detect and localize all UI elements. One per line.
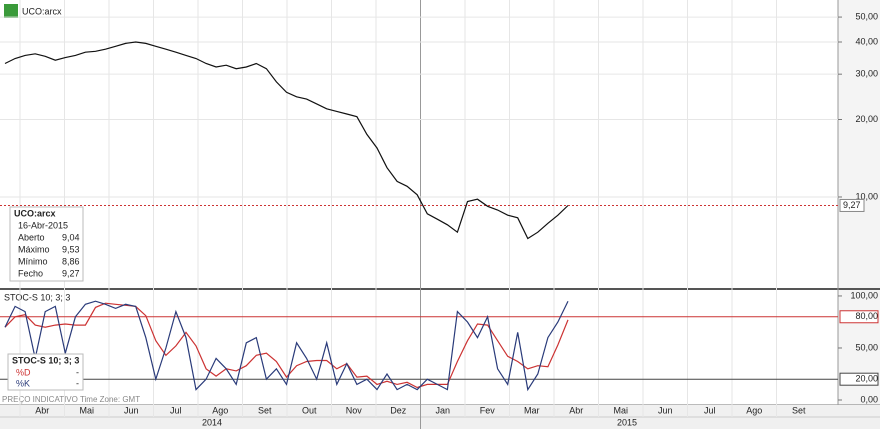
info-label: Aberto bbox=[18, 232, 45, 242]
legend-title: STOC-S 10; 3; 3 bbox=[12, 355, 79, 365]
x-tick-label: Abr bbox=[35, 405, 49, 415]
year-label: 2015 bbox=[617, 417, 637, 427]
info-value: 9,27 bbox=[62, 268, 80, 278]
x-tick-label: Out bbox=[302, 405, 317, 415]
band-label-box bbox=[839, 372, 879, 386]
legend-box bbox=[7, 353, 84, 391]
x-tick-label: Set bbox=[792, 405, 806, 415]
legend-value: - bbox=[76, 378, 79, 388]
x-tick-label: Abr bbox=[569, 405, 583, 415]
x-tick-label: Mai bbox=[79, 405, 94, 415]
band-label: 20,00 bbox=[855, 374, 878, 384]
x-tick-label: Jun bbox=[658, 405, 673, 415]
x-tick-label: Jul bbox=[170, 405, 182, 415]
x-tick-label: Mar bbox=[524, 405, 540, 415]
info-label: Mínimo bbox=[18, 256, 48, 266]
indicator-title: STOC-S 10; 3; 3 bbox=[4, 292, 70, 302]
logo bbox=[4, 4, 18, 18]
info-box bbox=[9, 206, 84, 282]
info-label: Fecho bbox=[18, 268, 43, 278]
series-line bbox=[4, 302, 569, 389]
x-tick-label: Dez bbox=[390, 405, 407, 415]
info-date: 16-Abr-2015 bbox=[18, 220, 68, 230]
x-tick-label: Ago bbox=[746, 405, 762, 415]
band-label-box bbox=[839, 310, 879, 324]
band-label: 80,00 bbox=[855, 311, 878, 321]
x-tick-label: Fev bbox=[480, 405, 496, 415]
footer: PREÇO INDICATIVO Time Zone: GMT bbox=[2, 395, 140, 404]
x-tick-label: Set bbox=[258, 405, 272, 415]
y-tick-label: 100,00 bbox=[850, 290, 878, 300]
y-tick-label: 10,00 bbox=[855, 191, 878, 201]
legend-value: - bbox=[76, 367, 79, 377]
info-value: 9,04 bbox=[62, 232, 80, 242]
year-label: 2014 bbox=[202, 417, 222, 427]
x-tick-label: Mai bbox=[613, 405, 628, 415]
series-line bbox=[4, 41, 569, 240]
legend-entry: %D bbox=[16, 367, 31, 377]
x-tick-label: Jan bbox=[435, 405, 450, 415]
x-tick-label: Jun bbox=[124, 405, 139, 415]
y-tick-label: 50,00 bbox=[855, 11, 878, 21]
info-value: 9,53 bbox=[62, 244, 80, 254]
series-line bbox=[4, 300, 569, 392]
y-tick-label: 20,00 bbox=[855, 114, 878, 124]
legend-entry: %K bbox=[16, 378, 30, 388]
y-tick-label: 0,00 bbox=[860, 394, 878, 404]
info-title: UCO:arcx bbox=[14, 208, 56, 218]
x-tick-label: Nov bbox=[346, 405, 363, 415]
chart-title: UCO:arcx bbox=[22, 6, 62, 16]
y-tick-label: 50,00 bbox=[855, 342, 878, 352]
info-label: Máximo bbox=[18, 244, 50, 254]
x-tick-label: Jul bbox=[704, 405, 716, 415]
y-tick-label: 40,00 bbox=[855, 36, 878, 46]
info-value: 8,86 bbox=[62, 256, 80, 266]
last-price-label: 9,27 bbox=[843, 200, 861, 210]
x-tick-label: Ago bbox=[212, 405, 228, 415]
y-tick-label: 30,00 bbox=[855, 69, 878, 79]
last-price-box bbox=[839, 198, 865, 212]
